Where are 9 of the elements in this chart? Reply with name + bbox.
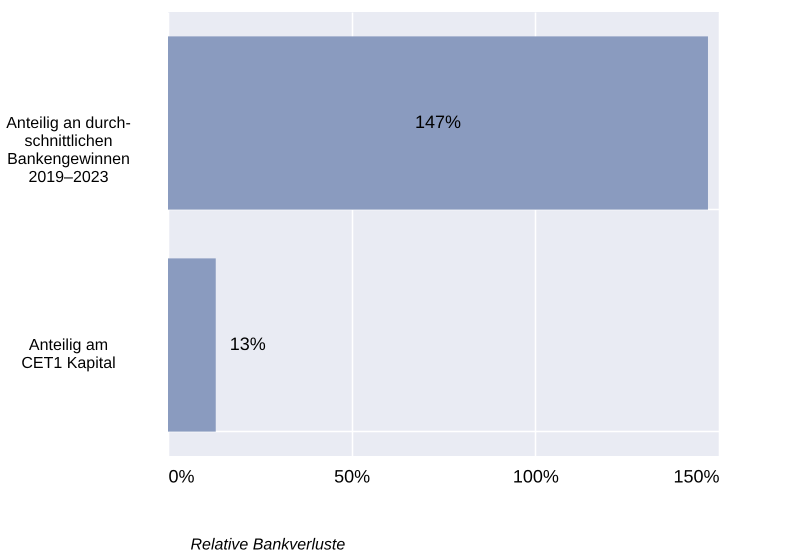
y-tick-label: Anteilig am CET1 Kapital [21,337,116,372]
x-axis-title: Relative Bankverluste [190,536,346,554]
y-tick-label: Anteilig an durch- schnittlichen Bankengewinnen 2019–2023 [6,115,131,186]
x-tick-label: 150% [673,466,720,486]
x-tick-label: 0% [168,466,195,486]
x-tick-label: 100% [512,466,559,486]
data-label: 147% [414,112,462,132]
x-tick-label: 50% [334,466,370,486]
data-label: 13% [230,334,266,354]
